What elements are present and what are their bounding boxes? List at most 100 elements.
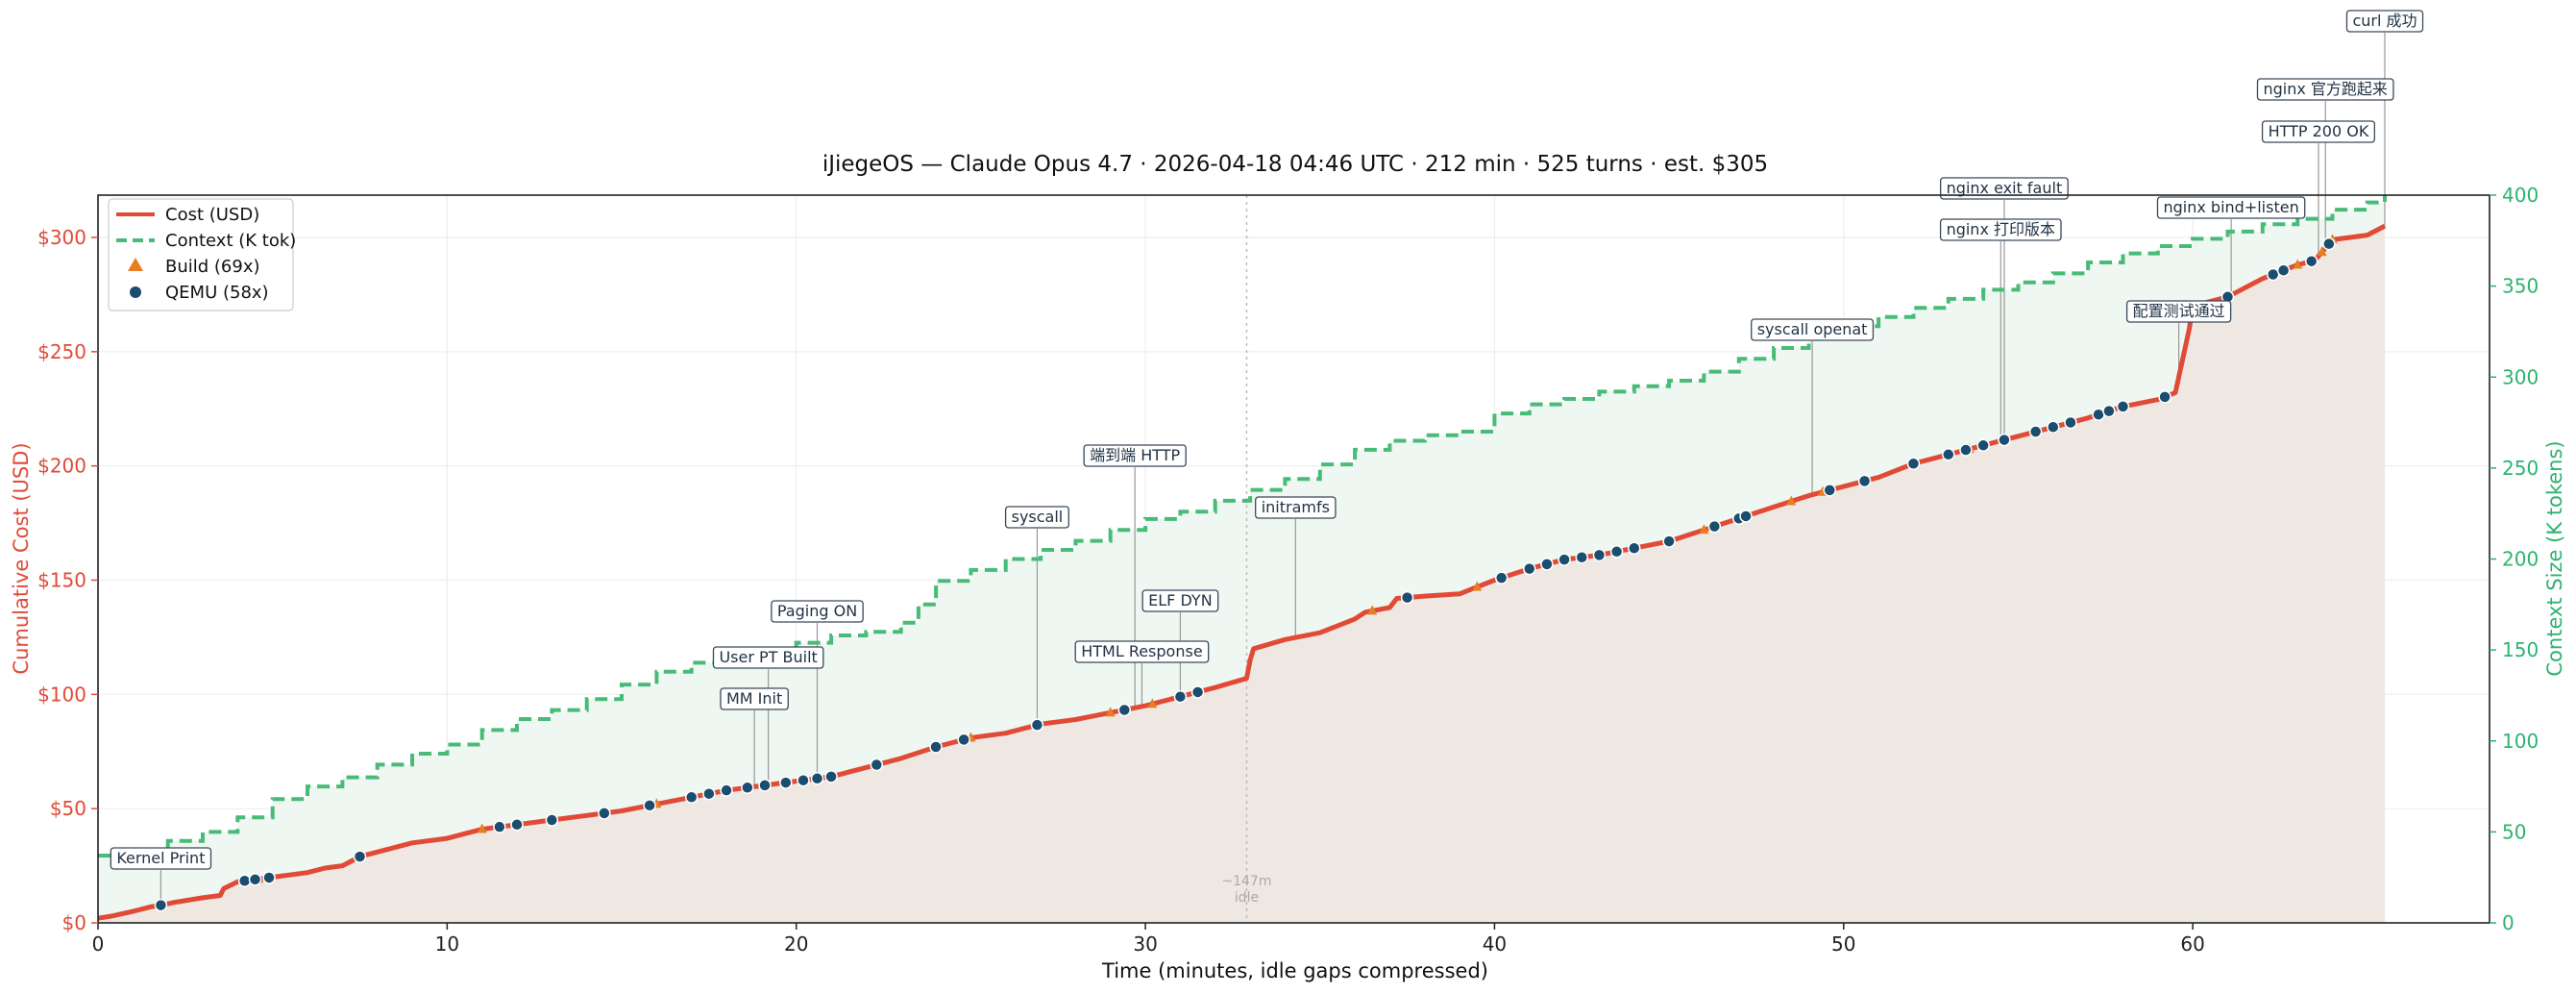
x-tick-label: 30 [1133, 932, 1157, 956]
x-tick-label: 20 [784, 932, 808, 956]
annotation-box [1141, 589, 1219, 612]
y-right-tick-label: 150 [2502, 638, 2539, 661]
y-right-tick-label: 250 [2502, 457, 2539, 480]
qemu-marker [957, 733, 970, 747]
annotation-label: Paging ON [777, 602, 857, 620]
annotation-box [1939, 177, 2069, 200]
annotation-box [1074, 640, 1210, 663]
annotation-label: Kernel Print [116, 849, 205, 867]
legend-context-label: Context (K tok) [165, 231, 296, 251]
annotation-label: nginx bind+listen [2163, 198, 2298, 216]
qemu-marker [493, 820, 506, 833]
qemu-marker [1942, 448, 1955, 461]
build-marker [1367, 605, 1378, 615]
annotation-box [771, 600, 864, 623]
qemu-marker [797, 773, 810, 787]
x-tick-label: 10 [435, 932, 459, 956]
qemu-marker [1540, 558, 1554, 571]
qemu-marker [2064, 415, 2077, 430]
annotation-label: 端到端 HTTP [1090, 446, 1180, 464]
legend-build-label: Build (69x) [165, 257, 260, 277]
annotation-box [2125, 300, 2232, 323]
annotation-label: initramfs [1262, 498, 1330, 516]
build-marker [1699, 524, 1709, 534]
y-left-tick-label: $100 [37, 683, 86, 706]
qemu-marker [1494, 571, 1509, 584]
x-tick-label: 50 [1831, 932, 1855, 956]
annotation-box [2156, 196, 2306, 219]
annotation-box [1083, 444, 1187, 467]
legend: Cost (USD) Context (K tok) Build (69x) Q… [108, 198, 296, 311]
qemu-marker [758, 779, 772, 792]
qemu-marker [643, 799, 656, 812]
qemu-marker [779, 776, 793, 789]
y-right-tick-label: 400 [2502, 184, 2539, 207]
annotation-box [1255, 496, 1337, 519]
y-right-tick-label: 0 [2502, 911, 2515, 934]
qemu-marker [1030, 718, 1044, 732]
context-area-fill [98, 195, 2385, 919]
annotation-box [1751, 318, 1875, 341]
y-left-tick-label: $200 [37, 455, 86, 478]
qemu-marker [684, 790, 699, 805]
qemu-marker [741, 781, 754, 795]
qemu-marker [1976, 438, 1990, 453]
qemu-marker [1592, 548, 1607, 562]
y-left-axis-label: Cumulative Cost (USD) [10, 442, 33, 674]
area-fills [98, 195, 2385, 924]
build-marker [1472, 581, 1483, 591]
y-left-tick-label: $300 [37, 226, 86, 249]
qemu-marker [1117, 703, 1132, 717]
annotation-label: nginx 官方跑起来 [2263, 80, 2387, 98]
qemu-marker [1173, 689, 1188, 704]
x-axis-label: Time (minutes, idle gaps compressed) [1101, 959, 1488, 982]
build-marker [1786, 495, 1797, 506]
qemu-marker [824, 770, 838, 783]
y-right-tick-label: 100 [2502, 730, 2539, 753]
legend-frame [108, 198, 294, 311]
qemu-marker [2102, 404, 2116, 418]
legend-build-swatch [128, 258, 143, 271]
qemu-marker [237, 874, 252, 888]
x-tick-label: 60 [2180, 932, 2204, 956]
annotation-label: MM Init [726, 689, 782, 708]
idle-gap-label: ~147m [1221, 874, 1271, 889]
qemu-marker [2276, 263, 2291, 277]
annotation-box [1004, 506, 1069, 529]
annotation-box [2261, 120, 2375, 143]
y-left-tick-label: $50 [50, 797, 86, 820]
qemu-marker [154, 898, 168, 912]
qemu-marker [929, 740, 943, 754]
chart-title: iJiegeOS — Claude Opus 4.7 · 2026-04-18 … [822, 152, 1768, 177]
qemu-marker [2116, 400, 2130, 413]
cost-area-fill [98, 226, 2385, 924]
context-series-line [98, 195, 2387, 857]
build-marker [2317, 246, 2327, 257]
qemu-marker [1823, 484, 1837, 497]
y-right-tick-label: 350 [2502, 275, 2539, 298]
y-right-axis-label: Context Size (K tokens) [2543, 440, 2566, 676]
annotation-box [720, 687, 789, 710]
qemu-marker [720, 783, 733, 797]
qemu-marker [1400, 590, 1414, 605]
qemu-marker [262, 871, 276, 884]
qemu-marker [1523, 561, 1536, 576]
build-marker [1105, 707, 1116, 717]
annotation-label: 配置测试通过 [2133, 302, 2225, 320]
qemu-marker [2322, 236, 2336, 251]
y-right-tick-label: 300 [2502, 365, 2539, 388]
qemu-marker [545, 813, 559, 827]
build-marker [2293, 259, 2303, 269]
annotation-labels: Kernel Print MM Init User PT Built Paging O… [110, 10, 2424, 870]
qemu-marker [1558, 553, 1571, 566]
qemu-marker [702, 786, 716, 801]
idle-gap-label: idle [1235, 890, 1259, 906]
annotation-label: User PT Built [719, 648, 817, 666]
qemu-marker [1998, 433, 2011, 447]
qemu-marker [810, 772, 824, 785]
qemu-marker [1857, 474, 1872, 488]
qemu-marker [2158, 390, 2171, 404]
qemu-marker [2304, 254, 2318, 268]
